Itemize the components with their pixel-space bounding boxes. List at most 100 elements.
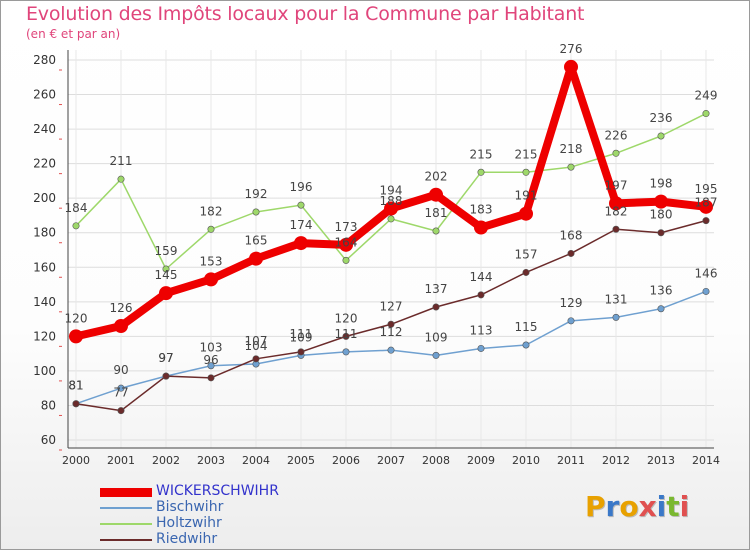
x-tick-label: 2000 — [62, 454, 90, 467]
data-label: 111 — [335, 327, 358, 341]
data-label: 184 — [65, 201, 88, 215]
data-label: 153 — [200, 254, 223, 268]
legend-swatch — [100, 523, 152, 525]
data-point — [609, 196, 623, 211]
data-point — [72, 222, 80, 230]
proxiti-logo: Proxiti — [585, 490, 690, 523]
x-tick-label: 2009 — [467, 454, 495, 467]
data-label: 196 — [290, 180, 313, 194]
data-point — [657, 229, 665, 237]
data-point — [387, 346, 395, 354]
data-label: 173 — [335, 220, 358, 234]
axes: 60 80 100 120 140 160 180 200 220 240 260 280 2000 20… — [33, 50, 720, 467]
data-point — [432, 227, 440, 235]
y-tick-label: 280 — [33, 53, 56, 67]
y-tick-label: 220 — [33, 157, 56, 171]
data-point — [522, 268, 530, 276]
data-label: 129 — [560, 296, 583, 310]
y-tick-label: 120 — [33, 329, 56, 343]
data-point — [207, 362, 215, 370]
data-point — [702, 217, 710, 225]
data-label: 226 — [605, 128, 628, 142]
data-point — [207, 225, 215, 233]
data-point — [654, 194, 668, 209]
data-point — [384, 201, 398, 216]
data-label: 211 — [110, 154, 133, 168]
data-label: 109 — [290, 330, 313, 344]
grid-lines — [68, 50, 714, 448]
x-tick-label: 2010 — [512, 454, 540, 467]
data-point — [432, 303, 440, 311]
data-label: 182 — [200, 204, 223, 218]
data-point — [159, 286, 173, 301]
data-point — [297, 348, 305, 356]
data-label: 215 — [515, 147, 538, 161]
data-point — [477, 344, 485, 352]
data-label: 131 — [605, 292, 628, 306]
x-tick-label: 2014 — [692, 454, 720, 467]
data-point — [252, 208, 260, 216]
legend-label: Holtzwihr — [156, 515, 222, 531]
data-point — [162, 265, 170, 273]
legend-swatch — [100, 539, 152, 541]
data-point — [294, 236, 308, 251]
legend-swatch — [100, 487, 152, 497]
legend-label: Riedwihr — [156, 531, 218, 547]
data-point — [387, 320, 395, 328]
data-label: 164 — [335, 235, 358, 249]
data-label: 113 — [470, 323, 493, 337]
data-label: 112 — [380, 325, 403, 339]
data-label: 157 — [515, 247, 538, 261]
data-point — [387, 215, 395, 223]
data-label: 137 — [425, 282, 448, 296]
data-point — [339, 237, 353, 252]
data-label: 104 — [245, 339, 268, 353]
data-label: 202 — [425, 170, 448, 184]
data-label: 195 — [695, 182, 718, 196]
data-label: 191 — [515, 189, 538, 203]
data-label: 126 — [110, 301, 133, 315]
data-point — [69, 329, 83, 344]
data-label: 215 — [470, 147, 493, 161]
data-label: 136 — [650, 284, 673, 298]
data-label: 276 — [560, 42, 583, 56]
data-point — [699, 199, 713, 214]
x-tick-label: 2011 — [557, 454, 585, 467]
data-point — [612, 149, 620, 157]
data-point — [249, 251, 263, 266]
data-label: 180 — [650, 208, 673, 222]
data-label: 97 — [158, 351, 173, 365]
data-label: 115 — [515, 320, 538, 334]
data-label: 183 — [470, 203, 493, 217]
data-label: 90 — [113, 363, 128, 377]
data-point — [522, 168, 530, 176]
data-label: 198 — [650, 177, 673, 191]
legend-label: Bischwihr — [156, 499, 224, 515]
data-point — [567, 317, 575, 325]
data-label: 96 — [203, 353, 218, 367]
data-point — [117, 175, 125, 183]
data-point — [519, 206, 533, 221]
data-label: 107 — [245, 334, 268, 348]
data-labels: 184 211 159 182 192 196 164 188 181 215 215 218 226 2… — [65, 42, 718, 400]
x-tick-label: 2008 — [422, 454, 450, 467]
data-point — [702, 110, 710, 118]
x-tick-label: 2007 — [377, 454, 405, 467]
data-label: 120 — [335, 311, 358, 325]
data-label: 187 — [695, 196, 718, 210]
x-tick-label: 2013 — [647, 454, 675, 467]
data-label: 127 — [380, 299, 403, 313]
x-tick-label: 2004 — [242, 454, 270, 467]
legend-swatch — [100, 507, 152, 509]
data-label: 182 — [605, 204, 628, 218]
data-point — [162, 372, 170, 380]
data-point — [477, 168, 485, 176]
data-point — [567, 163, 575, 171]
data-point — [522, 341, 530, 349]
y-tick-label: 140 — [33, 295, 56, 309]
y-tick-label: 160 — [33, 260, 56, 274]
data-point — [657, 132, 665, 140]
chart-title: Evolution des Impôts locaux pour la Comm… — [26, 3, 585, 25]
